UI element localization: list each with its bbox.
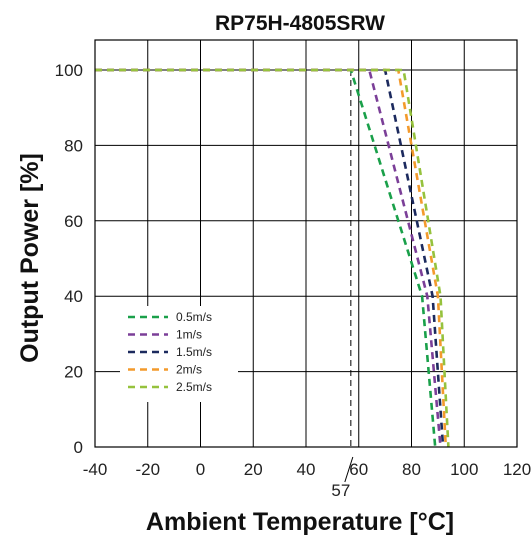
y-tick-label: 80 — [64, 136, 83, 155]
series-line-0.5m/s — [95, 68, 437, 448]
reference-leader — [344, 456, 354, 483]
y-tick-label: 0 — [74, 438, 83, 457]
x-tick-label: 0 — [196, 460, 205, 479]
legend: 0.5m/s 1m/s 1.5m/s 2m/s 2.5m/s — [120, 306, 238, 402]
x-tick-label: 40 — [297, 460, 316, 479]
y-axis-label: Output Power [%] — [16, 153, 44, 363]
x-tick-labels: -40 -20 0 20 40 60 80 100 120 — [83, 460, 531, 479]
legend-label: 2m/s — [176, 363, 202, 377]
x-tick-label: 60 — [349, 460, 368, 479]
legend-label: 1m/s — [176, 328, 202, 342]
vertical-gridlines — [147, 40, 465, 447]
x-tick-label: 120 — [503, 460, 531, 479]
legend-box — [120, 306, 238, 402]
x-tick-label: 20 — [244, 460, 263, 479]
y-tick-label: 40 — [64, 287, 83, 306]
legend-label: 2.5m/s — [176, 380, 212, 394]
annotation-label: 57 — [331, 481, 350, 500]
y-tick-label: 20 — [64, 363, 83, 382]
x-tick-label: 80 — [402, 460, 421, 479]
x-axis-label: Ambient Temperature [°C] — [146, 508, 454, 536]
y-tick-labels: 0 20 40 60 80 100 — [55, 61, 83, 457]
x-tick-label: 100 — [450, 460, 478, 479]
y-tick-label: 60 — [64, 212, 83, 231]
x-tick-label: -40 — [83, 460, 108, 479]
y-tick-label: 100 — [55, 61, 83, 80]
series-lines — [95, 68, 450, 448]
legend-label: 0.5m/s — [176, 310, 212, 324]
x-tick-label: -20 — [135, 460, 160, 479]
legend-label: 1.5m/s — [176, 345, 212, 359]
chart-title: RP75H-4805SRW — [215, 12, 385, 35]
plot-frame — [94, 39, 518, 448]
annotation-57: 57 — [331, 70, 354, 500]
series-line-2.5m/s — [95, 68, 450, 448]
